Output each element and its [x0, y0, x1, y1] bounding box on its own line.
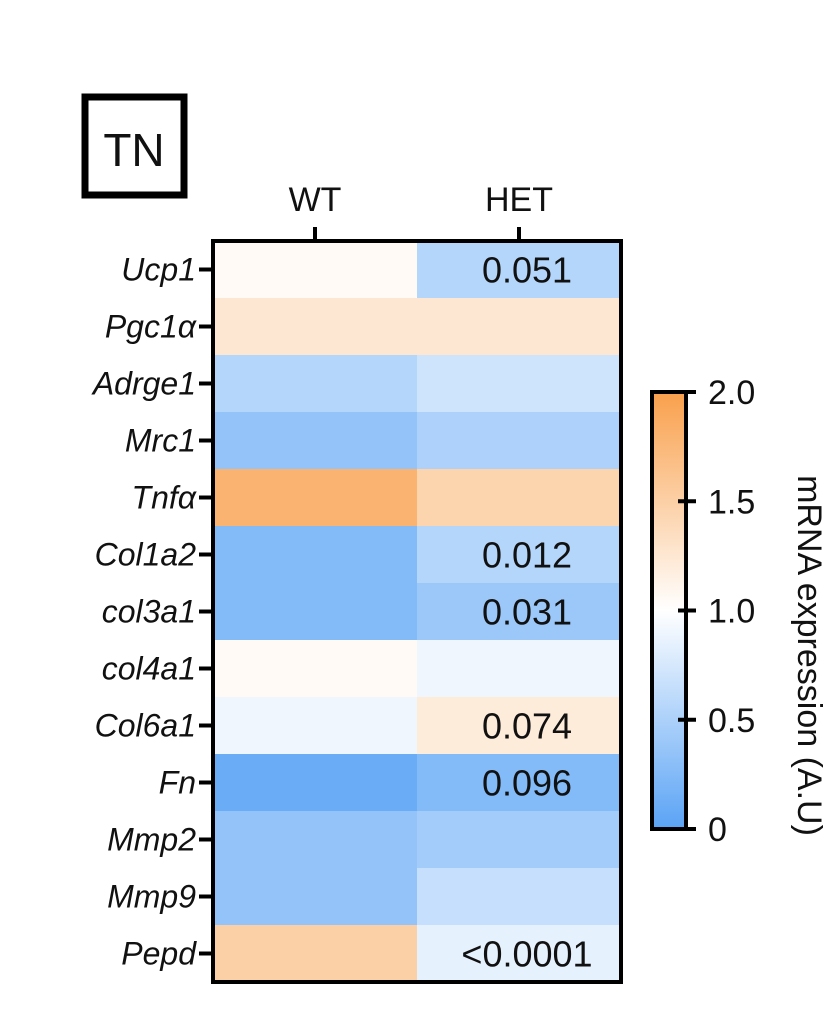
heatmap-cell [213, 241, 417, 298]
panel-label-box [81, 93, 188, 199]
row-label: Adrge1 [91, 366, 196, 402]
row-label: Pgc1α [105, 309, 197, 345]
heatmap-cell [417, 811, 621, 868]
row-label: Fn [159, 765, 196, 801]
heatmap-cell [213, 925, 417, 982]
heatmap-cell [213, 640, 417, 697]
heatmap-cell [213, 583, 417, 640]
heatmap-cell [417, 298, 621, 355]
heatmap-cell [213, 697, 417, 754]
row-label: Col6a1 [95, 708, 196, 744]
heatmap-cell [213, 355, 417, 412]
p-value-label: <0.0001 [461, 934, 592, 975]
colorbar: 0 0.5 1.0 1.5 2.0 [650, 374, 755, 849]
heatmap-cell [213, 469, 417, 526]
row-label: Mmp9 [107, 879, 196, 915]
heatmap-cell [213, 526, 417, 583]
colorbar-tick-label: 1.0 [708, 593, 755, 631]
heatmap-cell [213, 811, 417, 868]
heatmap-cells: 0.051 0.012 0.031 0.074 0.096 <0.0001 [213, 241, 621, 982]
heatmap-frame [211, 239, 623, 984]
heatmap-cell [417, 412, 621, 469]
p-value-label: 0.012 [482, 535, 572, 576]
column-label: HET [485, 181, 553, 219]
colorbar-tick-label: 0 [708, 811, 727, 849]
heatmap-cell [213, 412, 417, 469]
row-label: Col1a2 [95, 537, 197, 573]
heatmap-cell [417, 469, 621, 526]
colorbar-tick-label: 2.0 [708, 374, 755, 412]
p-value-label: 0.074 [482, 706, 572, 747]
heatmap-cell [417, 583, 621, 640]
colorbar-tick-label: 1.5 [708, 483, 755, 521]
p-value-label: 0.096 [482, 763, 572, 804]
colorbar-tick-label: 0.5 [708, 702, 755, 740]
heatmap-cell [213, 754, 417, 811]
column-label: WT [289, 181, 342, 219]
heatmap-cell [213, 298, 417, 355]
row-labels: Ucp1 Pgc1α Adrge1 Mrc1 Tnfα Col1a2 col3a1 col4a… [91, 252, 213, 972]
heatmap-cell [417, 925, 621, 982]
p-value-label: 0.031 [482, 592, 572, 633]
heatmap-cell [417, 526, 621, 583]
heatmap-cell [417, 355, 621, 412]
p-value-label: 0.051 [482, 250, 572, 291]
heatmap-cell [417, 868, 621, 925]
row-label: Pepd [121, 936, 197, 972]
heatmap-cell [417, 241, 621, 298]
column-labels: WT HET [289, 181, 553, 241]
row-label: col4a1 [102, 651, 196, 687]
colorbar-title: mRNA expression (A.U) [790, 475, 827, 836]
row-label: Ucp1 [121, 252, 196, 288]
heatmap-cell [213, 868, 417, 925]
row-label: Mrc1 [125, 423, 196, 459]
row-label: Tnfα [132, 480, 197, 516]
heatmap-cell [417, 640, 621, 697]
row-label: col3a1 [102, 594, 196, 630]
panel-label: TN [103, 124, 164, 176]
heatmap-cell [417, 697, 621, 754]
row-label: Mmp2 [107, 822, 196, 858]
heatmap-cell [417, 754, 621, 811]
